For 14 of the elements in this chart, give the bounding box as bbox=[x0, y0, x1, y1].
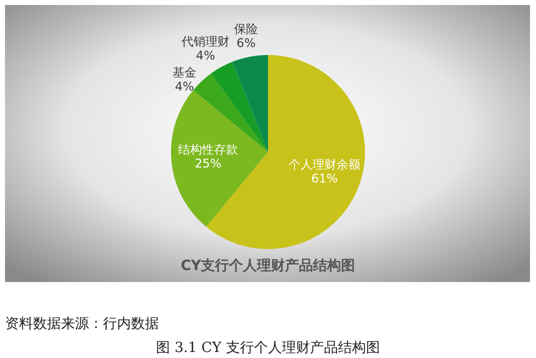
text: CY支行个人理财产品结构图 bbox=[180, 257, 356, 274]
data-label: 6% bbox=[236, 36, 256, 50]
slice-label: 结构性存款 bbox=[178, 142, 238, 157]
data-label: 4% bbox=[174, 79, 194, 94]
slice-label: 保险 bbox=[234, 22, 258, 36]
data-label: 4% bbox=[196, 48, 216, 62]
slice-label: 基金 bbox=[172, 65, 196, 80]
pie-slice bbox=[171, 90, 268, 227]
data-label: 61% bbox=[311, 171, 338, 186]
slice-label: 个人理财余额 bbox=[288, 157, 361, 172]
text: 资料数据来源：行内数据 bbox=[5, 316, 159, 332]
caption: 图 3.1 CY 支行个人理财产品结构图 bbox=[156, 340, 380, 356]
slice-label: 代销理财 bbox=[180, 34, 230, 48]
data-label: 25% bbox=[194, 156, 222, 171]
